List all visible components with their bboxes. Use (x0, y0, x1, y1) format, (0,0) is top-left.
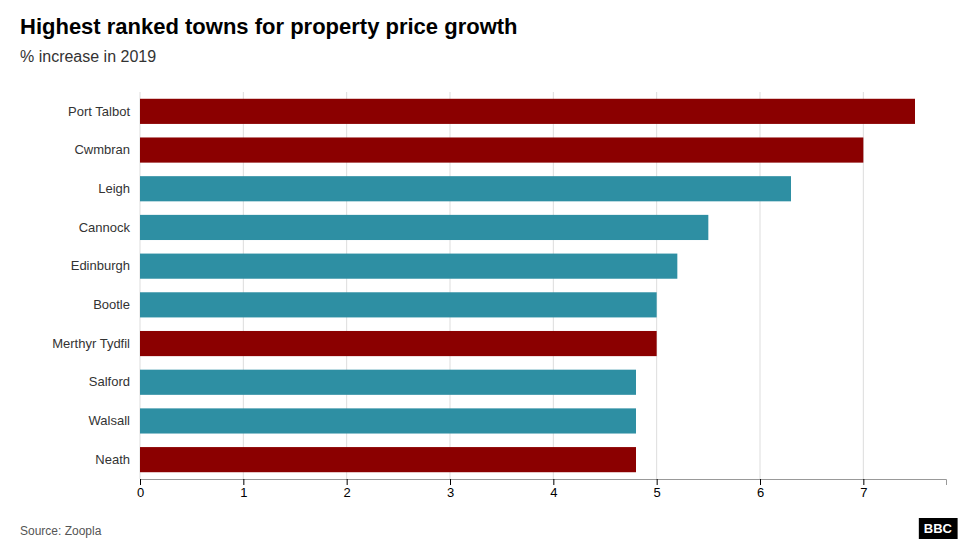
x-tick-mark (347, 479, 348, 485)
x-tick-mark (863, 479, 864, 485)
source: Source: Zoopla (20, 524, 102, 538)
x-tick-label: 2 (344, 485, 351, 500)
x-tick: 4 (550, 479, 557, 500)
y-tick: Neath (95, 452, 130, 467)
y-tick-label: Merthyr Tydfil (52, 336, 130, 351)
y-tick: Bootle (93, 297, 130, 312)
y-tick-label: Port Talbot (68, 104, 130, 119)
x-tick-label: 5 (654, 485, 661, 500)
x-tick-mark (657, 479, 658, 485)
x-tick-mark (450, 479, 451, 485)
bar (140, 254, 677, 279)
y-tick-label: Neath (95, 452, 130, 467)
logo: BBC (919, 518, 958, 539)
y-tick: Leigh (98, 181, 130, 196)
chart: 0 1 2 3 4 5 6 7 Port Talbot Cwmbran Leigh Cannock Ed… (0, 0, 976, 549)
x-tick-label: 1 (240, 485, 247, 500)
y-tick-label: Leigh (98, 181, 130, 196)
x-tick-label: 4 (550, 485, 557, 500)
plot: 0 1 2 3 4 5 6 7 Port Talbot Cwmbran Leigh Cannock Ed… (52, 92, 946, 500)
x-tick-label: 0 (137, 485, 144, 500)
bar (140, 215, 708, 240)
x-tick: 7 (860, 479, 867, 500)
y-tick: Merthyr Tydfil (52, 336, 130, 351)
x-tick-mark (760, 479, 761, 485)
x-tick: 5 (654, 479, 661, 500)
bar (140, 370, 636, 395)
logo-text: BBC (924, 521, 953, 536)
bar (140, 137, 863, 162)
x-tick: 2 (344, 479, 351, 500)
bar (140, 99, 915, 124)
x-tick: 3 (447, 479, 454, 500)
logo-box (919, 518, 958, 539)
y-tick: Salford (89, 374, 130, 389)
y-tick-label: Bootle (93, 297, 130, 312)
title: Highest ranked towns for property price … (20, 14, 518, 39)
bar (140, 292, 657, 317)
x-tick: 0 (137, 479, 144, 500)
y-axis: Port Talbot Cwmbran Leigh Cannock Edinburgh B… (52, 104, 130, 467)
x-tick: 6 (757, 479, 764, 500)
x-tick-label: 3 (447, 485, 454, 500)
y-tick-label: Walsall (89, 413, 131, 428)
x-axis-line (141, 480, 947, 486)
y-tick: Cwmbran (74, 142, 130, 157)
y-tick-label: Edinburgh (71, 258, 130, 273)
y-tick: Edinburgh (71, 258, 130, 273)
x-tick-label: 6 (757, 485, 764, 500)
x-tick-mark (243, 479, 244, 485)
y-tick-label: Salford (89, 374, 130, 389)
x-tick-mark (553, 479, 554, 485)
bar (140, 408, 636, 433)
bar (140, 447, 636, 472)
bars (140, 99, 915, 472)
y-tick-label: Cannock (79, 220, 131, 235)
x-tick-label: 7 (860, 485, 867, 500)
y-tick: Walsall (89, 413, 131, 428)
bar (140, 331, 657, 356)
x-axis: 0 1 2 3 4 5 6 7 (137, 479, 947, 500)
y-tick: Port Talbot (68, 104, 130, 119)
grid (140, 92, 863, 479)
x-tick: 1 (240, 479, 247, 500)
y-tick: Cannock (79, 220, 131, 235)
subtitle: % increase in 2019 (20, 48, 156, 65)
y-tick-label: Cwmbran (74, 142, 130, 157)
bar (140, 176, 791, 201)
x-tick-mark (140, 479, 141, 485)
